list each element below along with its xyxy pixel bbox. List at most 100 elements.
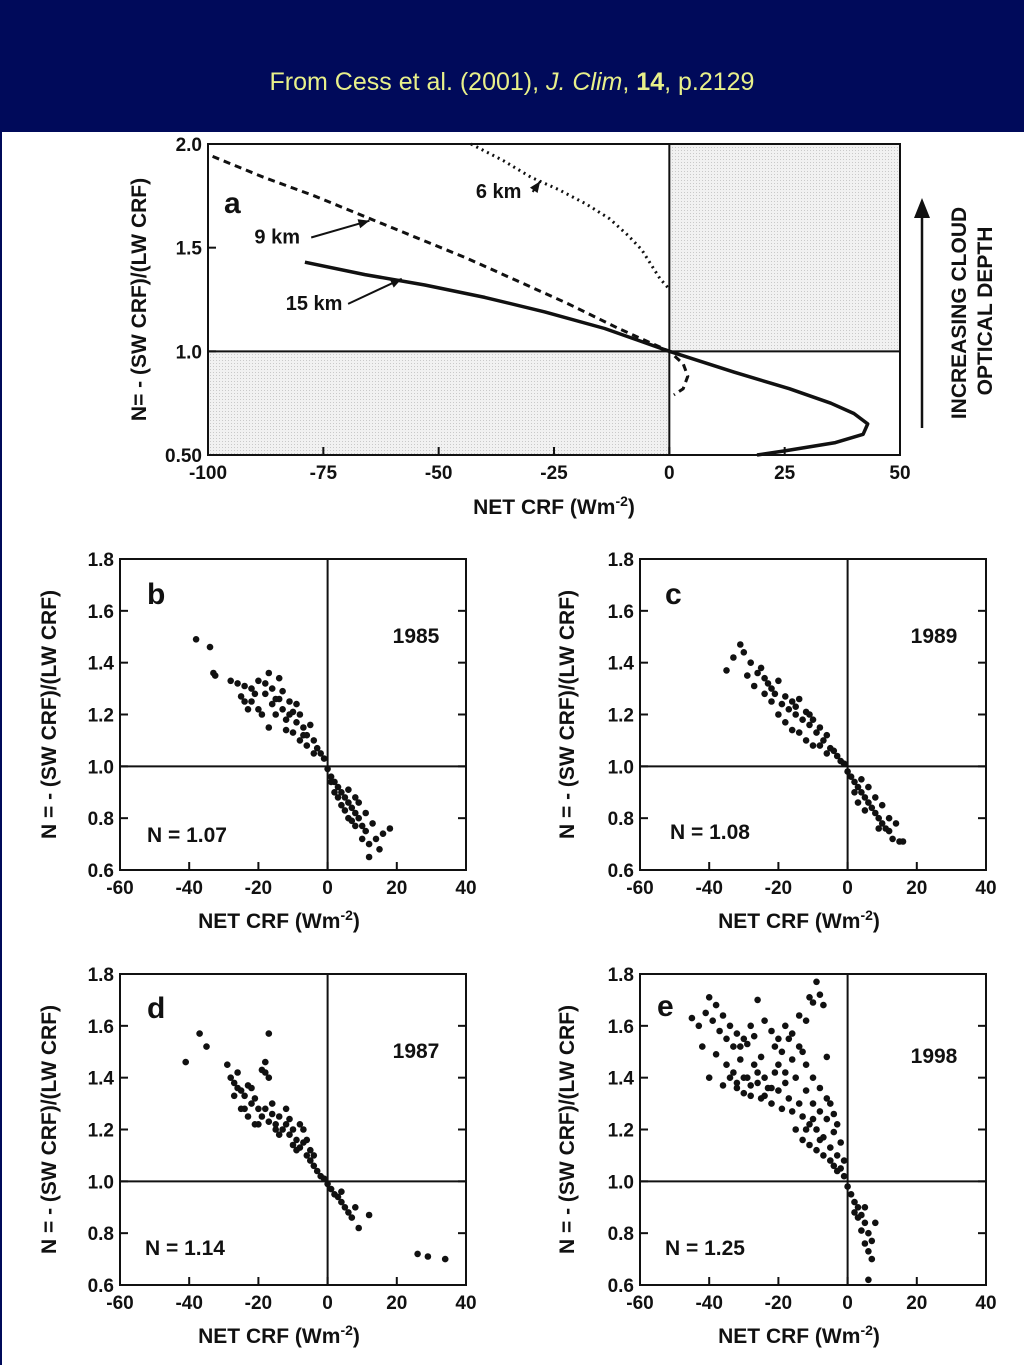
scatter-point [320,1175,328,1182]
scatter-point [320,755,328,762]
y-tick-label: 0.6 [608,861,634,882]
scatter-point [827,1100,834,1107]
scatter-point [251,1121,259,1128]
scatter-point [737,641,744,648]
scatter-point [851,778,858,786]
x-tick-label: -40 [695,1293,722,1314]
scatter-point [833,752,841,760]
scatter-point [268,685,276,692]
scatter-point [809,716,817,723]
scatter-point [293,700,300,708]
panel-label: d [147,992,165,1025]
scatter-point [268,700,276,708]
caption-volume: 14 [636,68,665,96]
scatter-point [827,1144,834,1151]
scatter-point [809,1074,817,1081]
scatter-point [255,706,262,713]
scatter-point [237,693,245,700]
scatter-point [369,820,376,827]
scatter-point [854,1214,862,1221]
scatter-point [788,1056,796,1063]
scatter-point [792,1074,799,1081]
y-tick-label: 1.6 [608,1017,634,1038]
scatter-point [823,1115,831,1123]
y-tick-label: 0.6 [88,1276,114,1297]
scatter-point [712,1001,720,1009]
scatter-point [719,1012,727,1019]
scatter-point [230,1092,238,1100]
side-label-line2: OPTICAL DEPTH [974,227,997,396]
scatter-point [279,687,286,695]
scatter-point [341,807,349,814]
x-tick-label: 20 [906,1293,927,1314]
x-axis-label: NET CRF (Wm-2) [718,907,880,933]
scatter-point [275,1131,283,1138]
annotation-arrowhead [389,278,402,288]
x-tick-label: -40 [695,878,722,899]
scatter-point [230,1079,238,1087]
scatter-point [747,1022,754,1030]
scatter-point [296,1121,304,1128]
scatter-point [255,677,262,685]
scatter-point [854,783,862,791]
scatter-point [851,1198,858,1206]
scatter-point [778,1048,786,1056]
scatter-point [768,1027,775,1035]
scatter-point [754,1069,761,1076]
scatter-point [885,814,893,822]
y-tick-label: 1.2 [608,1121,634,1142]
scatter-point [802,1017,810,1024]
scatter-point [740,1074,748,1081]
scatter-point [782,1069,789,1076]
y-axis-label: N = - (SW CRF)/(LW CRF) [556,590,579,839]
scatter-point [345,1209,352,1216]
x-tick-label: -60 [106,878,133,899]
scatter-point [300,724,307,731]
x-tick-label: 40 [455,1293,476,1314]
x-tick-label: 20 [386,878,407,899]
scatter-point [338,1188,345,1195]
scatter-point [837,1139,844,1146]
scatter-point [282,716,290,723]
scatter-point [296,737,304,744]
n-value-label: N = 1.08 [670,821,750,844]
scatter-point [865,799,872,806]
scatter-point [733,1030,741,1037]
x-axis-label: NET CRF (Wm-2) [473,493,635,519]
y-axis-label: N = - (SW CRF)/(LW CRF) [556,1005,579,1254]
scatter-point [365,840,373,848]
scatter-point [355,814,363,822]
scatter-point [289,1141,297,1149]
scatter-point [723,1035,730,1043]
scatter-point [747,1092,754,1100]
scatter-point [799,716,806,723]
scatter-point [799,1048,806,1056]
scatter-point [414,1250,421,1258]
scatter-point [820,737,827,744]
scatter-point [211,672,219,679]
x-tick-label: 0 [842,1293,853,1314]
scatter-point [386,825,394,832]
y-tick-label: 0.6 [608,1276,634,1297]
x-tick-label: 0 [322,878,333,899]
scatter-point [858,776,865,783]
scatter-point [282,726,290,734]
scatter-point [726,1074,734,1081]
scatter-point [352,809,359,817]
panel-e: -60 -40 -20 0 20 40 0.6 0.8 1.0 1.2 1.4 1.6 1.8 e 1998… [556,965,997,1348]
scatter-point [334,783,342,791]
scatter-point [768,1100,775,1107]
y-tick-label: 1.2 [88,1121,114,1142]
scatter-point [750,1032,758,1040]
scatter-point [307,1157,314,1164]
scatter-point [833,1121,841,1128]
scatter-point [303,1152,311,1159]
scatter-point [262,690,269,698]
x-tick-label: 0 [842,878,853,899]
y-tick-label: 1.8 [608,550,634,571]
scatter-point [761,1074,768,1081]
scatter-point [244,1113,252,1120]
scatter-point [334,1193,342,1201]
scatter-point [737,1056,744,1063]
title-banner [0,0,1024,132]
